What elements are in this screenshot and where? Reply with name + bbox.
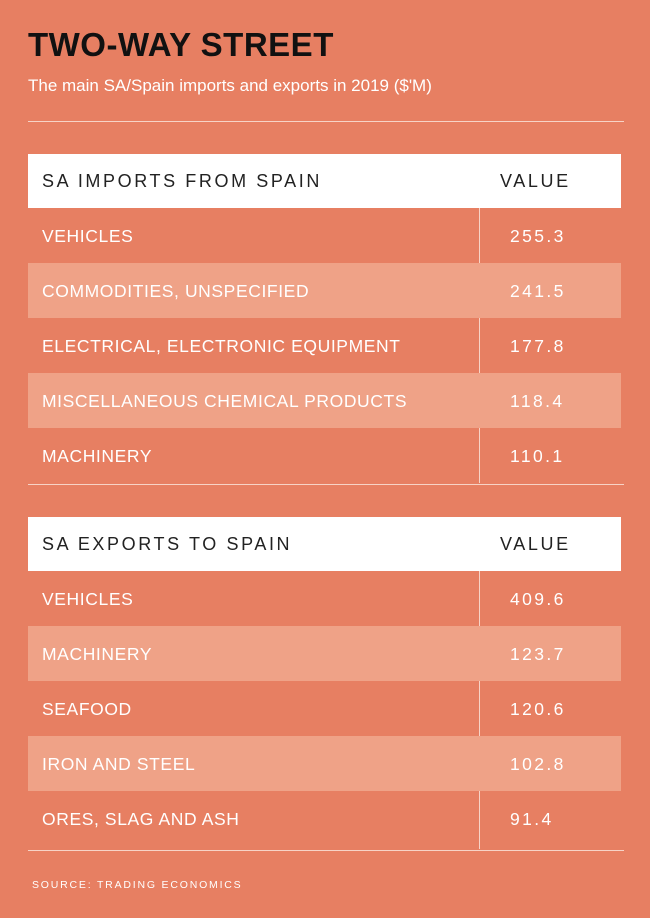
subtitle: The main SA/Spain imports and exports in…	[28, 76, 432, 95]
row-value: 241.5	[510, 281, 566, 301]
row-label: VEHICLES	[42, 589, 134, 609]
row-label: SEAFOOD	[42, 699, 132, 719]
row-value: 255.3	[510, 226, 566, 246]
exports-column-header: SA EXPORTS TO SPAIN	[42, 534, 293, 554]
table-row: SEAFOOD 120.6	[28, 681, 621, 736]
imports-column-header: SA IMPORTS FROM SPAIN	[42, 171, 322, 191]
row-value: 110.1	[510, 446, 565, 466]
column-divider	[479, 571, 480, 849]
row-value: 409.6	[510, 589, 566, 609]
row-label: COMMODITIES, UNSPECIFIED	[42, 281, 310, 301]
row-value: 91.4	[510, 809, 554, 829]
row-label: IRON AND STEEL	[42, 754, 196, 774]
column-divider	[479, 208, 480, 483]
table-row: IRON AND STEEL 102.8	[28, 736, 621, 791]
row-value: 120.6	[510, 699, 566, 719]
row-label: MACHINERY	[42, 446, 153, 466]
table-row: ELECTRICAL, ELECTRONIC EQUIPMENT 177.8	[28, 318, 621, 373]
source-note: SOURCE: TRADING ECONOMICS	[32, 879, 243, 891]
divider	[28, 121, 624, 122]
row-value: 177.8	[510, 336, 566, 356]
table-row: VEHICLES 409.6	[28, 571, 621, 626]
imports-table: SA IMPORTS FROM SPAIN VALUE VEHICLES 255…	[28, 154, 621, 483]
exports-value-header: VALUE	[500, 534, 571, 554]
row-label: ELECTRICAL, ELECTRONIC EQUIPMENT	[42, 336, 401, 356]
row-value: 102.8	[510, 754, 566, 774]
table-row: MISCELLANEOUS CHEMICAL PRODUCTS 118.4	[28, 373, 621, 428]
table-row: MACHINERY 110.1	[28, 428, 621, 483]
row-label: ORES, SLAG AND ASH	[42, 809, 240, 829]
divider	[28, 850, 624, 851]
imports-table-header: SA IMPORTS FROM SPAIN VALUE	[28, 154, 621, 208]
exports-table-header: SA EXPORTS TO SPAIN VALUE	[28, 517, 621, 571]
divider	[28, 484, 624, 485]
exports-table: SA EXPORTS TO SPAIN VALUE VEHICLES 409.6…	[28, 517, 621, 849]
table-row: MACHINERY 123.7	[28, 626, 621, 681]
row-value: 118.4	[510, 391, 565, 411]
row-label: MISCELLANEOUS CHEMICAL PRODUCTS	[42, 391, 408, 411]
table-row: VEHICLES 255.3	[28, 208, 621, 263]
imports-value-header: VALUE	[500, 171, 571, 191]
row-value: 123.7	[510, 644, 566, 664]
page-title: TWO-WAY STREET	[28, 26, 334, 63]
table-row: ORES, SLAG AND ASH 91.4	[28, 791, 621, 846]
row-label: VEHICLES	[42, 226, 134, 246]
table-row: COMMODITIES, UNSPECIFIED 241.5	[28, 263, 621, 318]
row-label: MACHINERY	[42, 644, 153, 664]
